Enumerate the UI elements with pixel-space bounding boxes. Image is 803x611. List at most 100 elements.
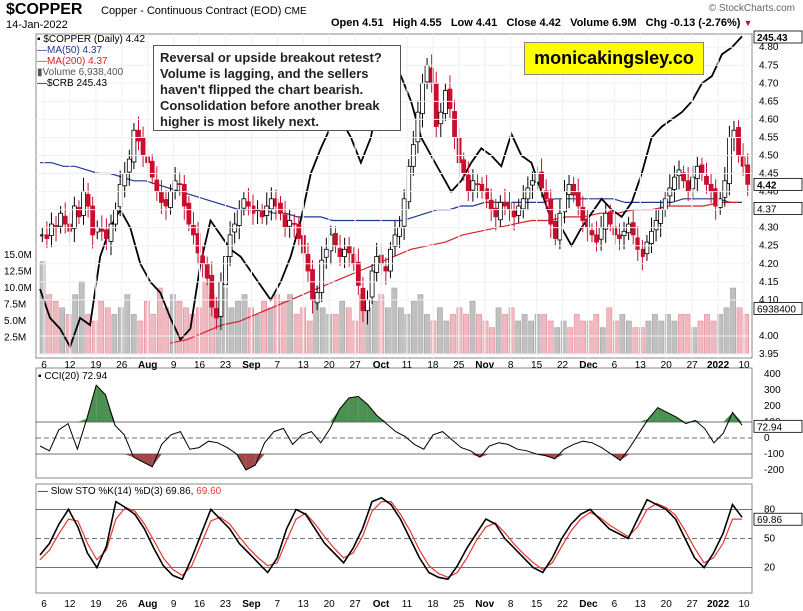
- candle-body: [525, 187, 531, 200]
- x-tick-label-price: 10: [738, 360, 750, 371]
- volume-bar: [632, 327, 639, 355]
- volume-bar: [235, 300, 241, 355]
- volume-marker-text: 6938400: [757, 304, 796, 315]
- cci-extreme-fill: [470, 454, 480, 458]
- x-tick-label-price: 26: [116, 360, 128, 371]
- ma50-line-icon: —: [37, 45, 47, 56]
- legend-price-text: $COPPER (Daily) 4.42: [43, 34, 146, 45]
- candle-body: [323, 248, 329, 258]
- volume-bar: [150, 314, 157, 355]
- x-tick-label-sto: Sep: [242, 599, 260, 610]
- volume-bar: [345, 307, 352, 355]
- candle-body: [291, 222, 297, 225]
- legend-crb-text: $CRB 245.43: [47, 78, 108, 89]
- candle-body: [598, 227, 604, 240]
- volume-bar: [241, 294, 248, 355]
- candle-body: [158, 191, 164, 203]
- legend-volume-text: Volume 6,938,400: [42, 67, 124, 78]
- volume-bar: [567, 327, 574, 355]
- candle-body: [163, 199, 169, 207]
- candle-body: [49, 223, 54, 237]
- x-tick-label-sto: Aug: [138, 599, 157, 610]
- volume-bar: [697, 320, 704, 355]
- price-tick-label: 4.75: [759, 60, 779, 71]
- candle-body: [726, 137, 732, 185]
- volume-bar: [176, 300, 183, 355]
- volume-bar: [52, 300, 59, 355]
- cci-legend-icon: ▪: [38, 371, 42, 382]
- candle-body: [420, 82, 425, 115]
- x-tick-label-price: 9: [171, 360, 177, 371]
- close-value: Close 4.42: [506, 17, 561, 29]
- candle-body: [488, 199, 494, 211]
- candle-body: [278, 202, 283, 214]
- candle-body: [475, 183, 480, 186]
- volume-bar: [332, 314, 339, 355]
- x-tick-label-price: 19: [90, 360, 102, 371]
- volume-bar: [495, 307, 502, 355]
- volume-bar: [339, 300, 346, 355]
- legend-ma50: —MA(50) 4.37: [37, 45, 102, 56]
- candle-body: [209, 274, 215, 308]
- volume-bar: [515, 320, 521, 355]
- volume-bar: [736, 307, 743, 355]
- x-tick-label-sto: 27: [687, 599, 699, 610]
- price-tick-label: 4.25: [759, 241, 779, 252]
- candle-body: [690, 176, 696, 190]
- x-tick-label-sto: 9: [171, 599, 177, 610]
- candle-body: [246, 201, 251, 207]
- sto-k-line-icon: —: [38, 486, 48, 497]
- volume-bar: [450, 314, 456, 355]
- cci-marker-box: [753, 419, 803, 433]
- cci-tick-label: -100: [764, 449, 784, 460]
- price-tick-label: 4.55: [759, 132, 779, 143]
- volume-bar: [137, 320, 144, 355]
- price-tick-label: 4.45: [759, 169, 779, 180]
- candle-body: [136, 129, 141, 142]
- volume-bar: [560, 320, 567, 355]
- x-tick-label-price: Dec: [579, 360, 598, 371]
- x-tick-label-price: 7: [275, 360, 281, 371]
- volume-bar: [391, 287, 398, 355]
- x-tick-label-price: Oct: [373, 360, 390, 371]
- candle-body: [438, 111, 444, 125]
- candle-body: [191, 225, 196, 236]
- candle-body: [273, 198, 279, 207]
- cci-extreme-fill: [695, 420, 705, 422]
- volume-bar: [456, 307, 463, 355]
- x-tick-label-sto: Dec: [579, 599, 598, 610]
- x-tick-label-price: 13: [298, 360, 310, 371]
- candle-body: [745, 164, 751, 185]
- volume-bar: [437, 307, 443, 355]
- volume-bar: [645, 320, 652, 355]
- candle-body: [264, 205, 270, 216]
- candle-body: [442, 90, 448, 115]
- volume-bar: [143, 300, 150, 355]
- candle-body: [319, 259, 325, 294]
- candle-body: [342, 248, 348, 257]
- volume-marker-box: [753, 302, 803, 315]
- candle-body: [81, 191, 86, 216]
- candle-body: [649, 230, 654, 244]
- x-tick-label-sto: 2022: [707, 599, 730, 610]
- crb-marker-text: 245.43: [757, 33, 788, 44]
- candle-body: [736, 126, 741, 156]
- candle-body: [740, 156, 746, 167]
- price-tick-label: 3.95: [759, 349, 779, 360]
- x-tick-label-price: 15: [531, 360, 543, 371]
- legend-cci-text: CCI(20) 72.94: [44, 371, 108, 382]
- volume-bar: [417, 294, 424, 355]
- candle-body: [630, 222, 636, 236]
- price-tick-label: 4.50: [759, 150, 779, 161]
- volume-bar: [443, 320, 450, 355]
- x-tick-label-sto: 22: [557, 599, 569, 610]
- candle-body: [433, 82, 439, 128]
- low-value: Low 4.41: [450, 17, 498, 29]
- down-arrow-icon: ▼: [743, 18, 753, 28]
- candle-body: [607, 211, 613, 225]
- candle-body: [685, 180, 691, 192]
- x-tick-label-sto: Oct: [373, 599, 390, 610]
- x-tick-label-sto: 6: [612, 599, 618, 610]
- candle-body: [204, 263, 210, 279]
- candle-body: [479, 183, 485, 192]
